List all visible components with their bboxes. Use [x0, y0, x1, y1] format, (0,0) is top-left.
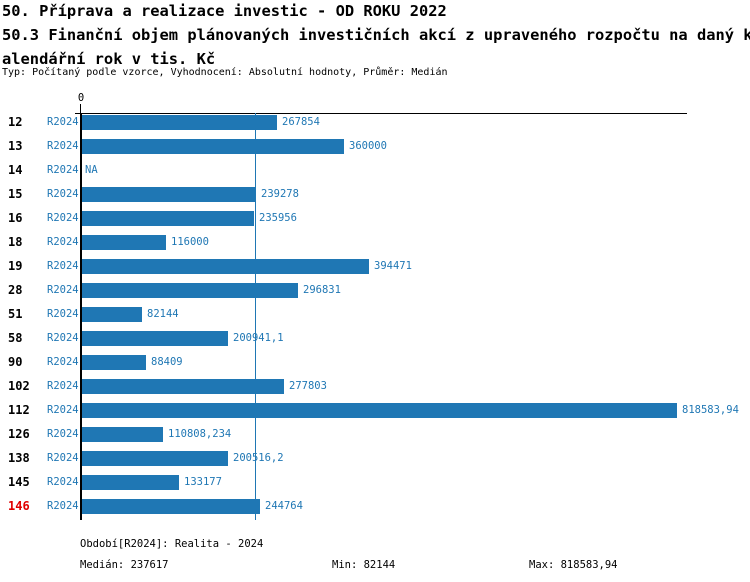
row-series-label: R2024	[47, 428, 79, 440]
bar-value-label: 133177	[184, 476, 222, 488]
bar-value-label: 244764	[265, 500, 303, 512]
bar	[82, 427, 163, 442]
x-axis-zero-label: 0	[77, 92, 85, 104]
x-axis-line	[75, 113, 687, 114]
row-series-label: R2024	[47, 188, 79, 200]
bar-value-label: 88409	[151, 356, 183, 368]
row-series-label: R2024	[47, 356, 79, 368]
chart-row-15: 15 R2024 239278	[0, 187, 750, 202]
max-stat-label: Max: 818583,94	[529, 559, 618, 571]
row-category-label: 18	[8, 235, 23, 249]
row-category-label: 14	[8, 163, 23, 177]
chart-row-14: 14 R2024 NA	[0, 163, 750, 178]
bar	[82, 475, 179, 490]
row-category-label: 126	[8, 427, 30, 441]
chart-title-line2: 50.3 Finanční objem plánovaných investič…	[2, 26, 750, 44]
row-category-label: 28	[8, 283, 23, 297]
chart-row-90: 90 R2024 88409	[0, 355, 750, 370]
bar	[82, 259, 369, 274]
row-category-label: 102	[8, 379, 30, 393]
median-line	[254, 113, 257, 520]
chart-row-146: 146 R2024 244764	[0, 499, 750, 514]
row-category-label: 16	[8, 211, 23, 225]
row-category-label: 19	[8, 259, 23, 273]
row-category-label: 13	[8, 139, 23, 153]
bar	[82, 379, 284, 394]
bar	[82, 499, 260, 514]
chart-subtitle: Typ: Počítaný podle vzorce, Vyhodnocení:…	[2, 67, 448, 78]
bar	[82, 139, 344, 154]
bar-value-label: 394471	[374, 260, 412, 272]
row-series-label: R2024	[47, 380, 79, 392]
bar-value-label: 200516,2	[233, 452, 284, 464]
bar	[82, 235, 166, 250]
bar	[82, 283, 298, 298]
row-category-label: 90	[8, 355, 23, 369]
row-category-label: 15	[8, 187, 23, 201]
chart-row-51: 51 R2024 82144	[0, 307, 750, 322]
bar-value-label: 296831	[303, 284, 341, 296]
bar-value-label: 116000	[171, 236, 209, 248]
period-label: Období[R2024]: Realita - 2024	[80, 538, 264, 550]
row-category-label: 58	[8, 331, 23, 345]
chart-row-58: 58 R2024 200941,1	[0, 331, 750, 346]
bar	[82, 307, 142, 322]
row-series-label: R2024	[47, 236, 79, 248]
row-category-label: 112	[8, 403, 30, 417]
chart-row-145: 145 R2024 133177	[0, 475, 750, 490]
chart-title-line3: alendářní rok v tis. Kč	[2, 50, 216, 68]
bar	[82, 211, 254, 226]
chart-row-16: 16 R2024 235956	[0, 211, 750, 226]
bar-value-label: 200941,1	[233, 332, 284, 344]
row-category-label: 145	[8, 475, 30, 489]
bar	[82, 331, 228, 346]
row-series-label: R2024	[47, 116, 79, 128]
row-series-label: R2024	[47, 452, 79, 464]
row-category-label: 146	[8, 499, 30, 513]
row-series-label: R2024	[47, 140, 79, 152]
row-series-label: R2024	[47, 308, 79, 320]
min-stat-label: Min: 82144	[332, 559, 396, 571]
row-series-label: R2024	[47, 164, 79, 176]
bar-value-label: 82144	[147, 308, 179, 320]
row-series-label: R2024	[47, 212, 79, 224]
row-series-label: R2024	[47, 332, 79, 344]
bar	[82, 403, 677, 418]
bar	[82, 451, 228, 466]
row-series-label: R2024	[47, 404, 79, 416]
chart-row-12: 12 R2024 267854	[0, 115, 750, 130]
y-axis-line	[80, 113, 82, 520]
bar-value-label: 239278	[261, 188, 299, 200]
chart-row-18: 18 R2024 116000	[0, 235, 750, 250]
bar	[82, 187, 256, 202]
bar-value-label: 818583,94	[682, 404, 739, 416]
row-category-label: 51	[8, 307, 23, 321]
row-series-label: R2024	[47, 284, 79, 296]
median-stat-label: Medián: 237617	[80, 559, 169, 571]
chart-title-line1: 50. Příprava a realizace investic - OD R…	[2, 2, 447, 20]
bar-value-label: 110808,234	[168, 428, 232, 440]
bar-value-label: 235956	[259, 212, 297, 224]
row-series-label: R2024	[47, 500, 79, 512]
chart-row-126: 126 R2024 110808,234	[0, 427, 750, 442]
chart-row-138: 138 R2024 200516,2	[0, 451, 750, 466]
chart-row-102: 102 R2024 277803	[0, 379, 750, 394]
chart-row-13: 13 R2024 360000	[0, 139, 750, 154]
chart-row-112: 112 R2024 818583,94	[0, 403, 750, 418]
bar-value-label: 360000	[349, 140, 387, 152]
bar-value-label: 277803	[289, 380, 327, 392]
chart-row-28: 28 R2024 296831	[0, 283, 750, 298]
bar-value-label: NA	[85, 164, 98, 176]
row-category-label: 12	[8, 115, 23, 129]
bar	[82, 355, 146, 370]
chart-row-19: 19 R2024 394471	[0, 259, 750, 274]
row-category-label: 138	[8, 451, 30, 465]
bar-value-label: 267854	[282, 116, 320, 128]
row-series-label: R2024	[47, 260, 79, 272]
x-axis-zero-tick	[80, 104, 81, 113]
bar	[82, 115, 277, 130]
row-series-label: R2024	[47, 476, 79, 488]
